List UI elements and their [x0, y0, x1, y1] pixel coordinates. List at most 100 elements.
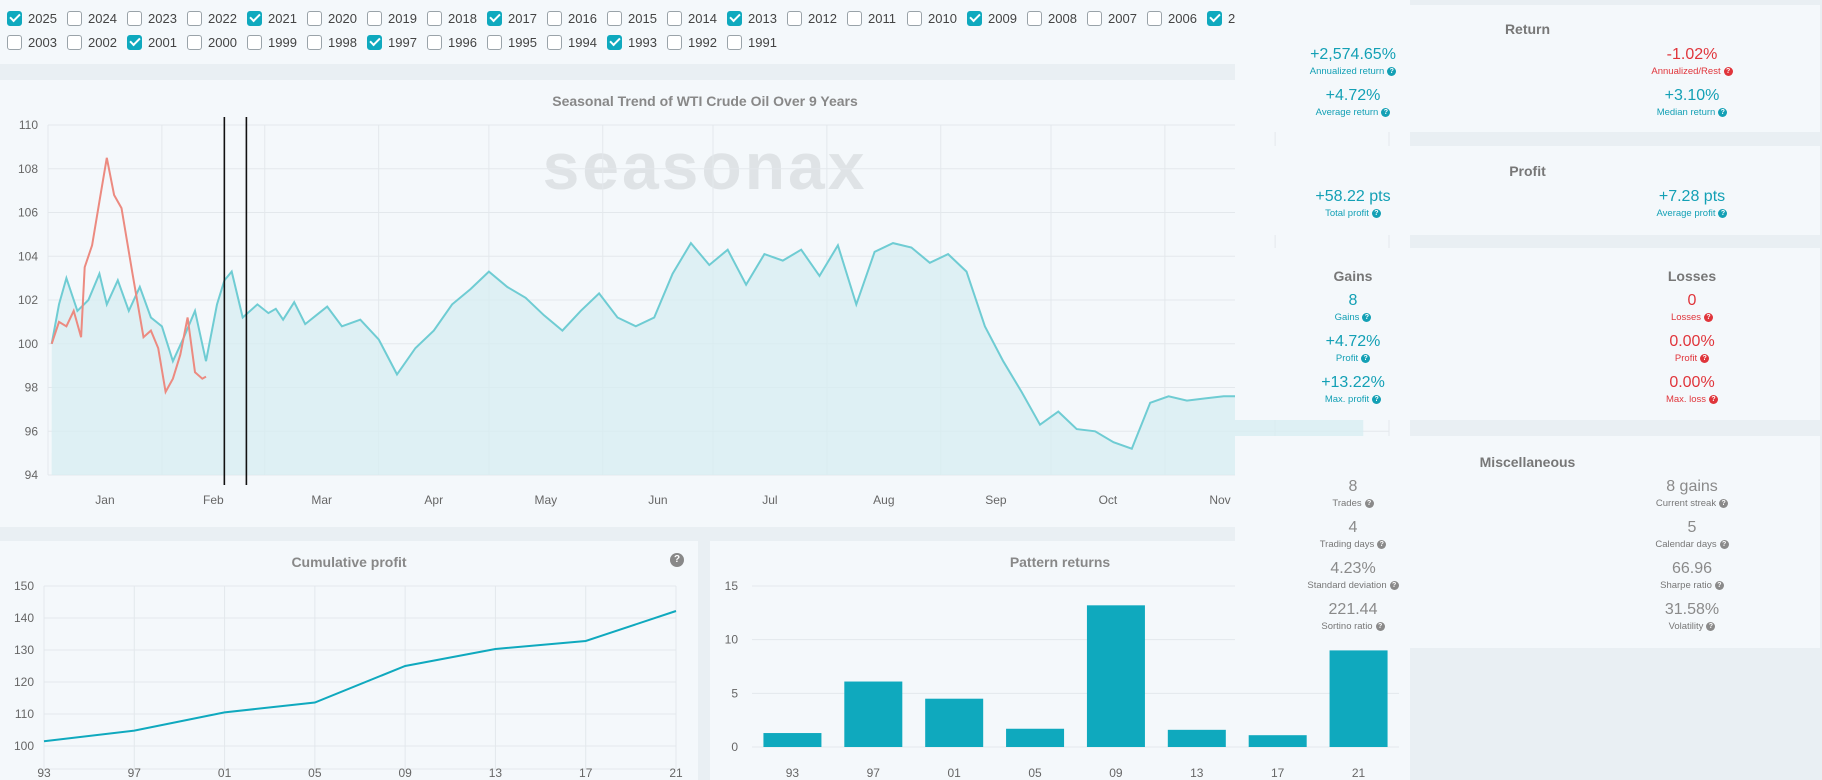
year-checkbox-2007[interactable]: 2007 — [1087, 9, 1137, 27]
year-checkbox-2009[interactable]: 2009 — [967, 9, 1017, 27]
year-checkbox-2017[interactable]: 2017 — [487, 9, 537, 27]
checkbox-unchecked-icon[interactable] — [787, 10, 802, 26]
help-icon[interactable]: ? — [1387, 66, 1397, 76]
checkbox-unchecked-icon[interactable] — [667, 10, 682, 26]
year-checkbox-2023[interactable]: 2023 — [127, 9, 177, 27]
checkbox-checked-icon[interactable] — [607, 34, 622, 50]
year-checkbox-1998[interactable]: 1998 — [307, 33, 357, 51]
checkbox-unchecked-icon[interactable] — [7, 34, 22, 50]
help-icon[interactable]: ? — [1371, 208, 1381, 218]
help-icon[interactable]: ? — [1375, 621, 1385, 631]
help-icon[interactable]: ? — [1706, 621, 1716, 631]
checkbox-unchecked-icon[interactable] — [187, 10, 202, 26]
year-checkbox-2002[interactable]: 2002 — [67, 33, 117, 51]
stat-total-profit: +58.22 pts Total profit? — [1263, 187, 1443, 220]
year-checkbox-1991[interactable]: 1991 — [727, 33, 777, 51]
checkbox-unchecked-icon[interactable] — [1027, 10, 1042, 26]
checkbox-unchecked-icon[interactable] — [367, 10, 382, 26]
help-icon[interactable]: ? — [1718, 107, 1728, 117]
y-tick-label: 0 — [731, 740, 738, 754]
checkbox-checked-icon[interactable] — [967, 10, 982, 26]
x-tick-label: Apr — [424, 493, 443, 507]
help-icon[interactable]: ? — [1723, 66, 1733, 76]
year-checkbox-2003[interactable]: 2003 — [7, 33, 57, 51]
x-tick-label: 01 — [218, 766, 232, 780]
help-icon[interactable]: ? — [1718, 208, 1728, 218]
checkbox-unchecked-icon[interactable] — [427, 10, 442, 26]
stat-label: Annualized return — [1309, 66, 1385, 77]
year-checkbox-2018[interactable]: 2018 — [427, 9, 477, 27]
year-checkbox-1996[interactable]: 1996 — [427, 33, 477, 51]
help-icon[interactable]: ? — [1381, 107, 1391, 117]
checkbox-unchecked-icon[interactable] — [307, 34, 322, 50]
checkbox-checked-icon[interactable] — [127, 34, 142, 50]
checkbox-checked-icon[interactable] — [487, 10, 502, 26]
help-icon[interactable]: ? — [1364, 498, 1374, 508]
checkbox-unchecked-icon[interactable] — [427, 34, 442, 50]
y-tick-label: 110 — [19, 118, 38, 132]
year-checkbox-2025[interactable]: 2025 — [7, 9, 57, 27]
year-checkbox-2021[interactable]: 2021 — [247, 9, 297, 27]
checkbox-checked-icon[interactable] — [7, 10, 22, 26]
year-checkbox-2022[interactable]: 2022 — [187, 9, 237, 27]
year-checkbox-2019[interactable]: 2019 — [367, 9, 417, 27]
year-checkbox-2014[interactable]: 2014 — [667, 9, 717, 27]
stat-annualized-rest: -1.02% Annualized/Rest? — [1602, 45, 1782, 78]
help-icon[interactable]: ? — [1361, 353, 1371, 363]
stat-volatility: 31.58% Volatility? — [1602, 600, 1782, 633]
year-checkbox-2016[interactable]: 2016 — [547, 9, 597, 27]
year-checkbox-1997[interactable]: 1997 — [367, 33, 417, 51]
checkbox-checked-icon[interactable] — [247, 10, 262, 26]
help-icon[interactable]: ? — [1709, 394, 1719, 404]
checkbox-unchecked-icon[interactable] — [667, 34, 682, 50]
checkbox-unchecked-icon[interactable] — [727, 34, 742, 50]
checkbox-unchecked-icon[interactable] — [547, 34, 562, 50]
help-icon[interactable]: ? — [1389, 580, 1399, 590]
x-tick-label: 21 — [669, 766, 683, 780]
checkbox-unchecked-icon[interactable] — [1087, 10, 1102, 26]
year-checkbox-2001[interactable]: 2001 — [127, 33, 177, 51]
checkbox-checked-icon[interactable] — [1207, 10, 1222, 26]
checkbox-unchecked-icon[interactable] — [907, 10, 922, 26]
help-icon[interactable]: ? — [1372, 394, 1382, 404]
checkbox-unchecked-icon[interactable] — [307, 10, 322, 26]
year-checkbox-2008[interactable]: 2008 — [1027, 9, 1077, 27]
year-checkbox-2006[interactable]: 2006 — [1147, 9, 1197, 27]
help-icon[interactable]: ? — [1714, 580, 1724, 590]
year-checkbox-2013[interactable]: 2013 — [727, 9, 777, 27]
checkbox-unchecked-icon[interactable] — [127, 10, 142, 26]
help-icon[interactable]: ? — [1700, 353, 1710, 363]
checkbox-unchecked-icon[interactable] — [487, 34, 502, 50]
year-checkbox-2015[interactable]: 2015 — [607, 9, 657, 27]
year-checkbox-2010[interactable]: 2010 — [907, 9, 957, 27]
year-checkbox-2000[interactable]: 2000 — [187, 33, 237, 51]
year-checkbox-1992[interactable]: 1992 — [667, 33, 717, 51]
checkbox-unchecked-icon[interactable] — [187, 34, 202, 50]
help-icon[interactable]: ? — [1377, 539, 1387, 549]
checkbox-checked-icon[interactable] — [367, 34, 382, 50]
year-checkbox-2020[interactable]: 2020 — [307, 9, 357, 27]
year-checkbox-2012[interactable]: 2012 — [787, 9, 837, 27]
year-label: 2013 — [748, 10, 777, 26]
checkbox-unchecked-icon[interactable] — [67, 34, 82, 50]
help-icon[interactable]: ? — [1362, 312, 1372, 322]
year-checkbox-1993[interactable]: 1993 — [607, 33, 657, 51]
checkbox-unchecked-icon[interactable] — [247, 34, 262, 50]
year-checkbox-1995[interactable]: 1995 — [487, 33, 537, 51]
year-checkbox-2011[interactable]: 2011 — [847, 9, 896, 27]
stat-gains: 8 Gains? — [1263, 291, 1443, 324]
help-icon[interactable]: ? — [1719, 498, 1729, 508]
year-checkbox-1999[interactable]: 1999 — [247, 33, 297, 51]
x-tick-label: Sep — [985, 493, 1007, 507]
year-checkbox-2024[interactable]: 2024 — [67, 9, 117, 27]
checkbox-unchecked-icon[interactable] — [847, 10, 862, 26]
checkbox-unchecked-icon[interactable] — [547, 10, 562, 26]
checkbox-unchecked-icon[interactable] — [67, 10, 82, 26]
year-checkbox-1994[interactable]: 1994 — [547, 33, 597, 51]
help-icon[interactable]: ? — [1719, 539, 1729, 549]
checkbox-unchecked-icon[interactable] — [607, 10, 622, 26]
help-icon[interactable]: ? — [1704, 312, 1714, 322]
help-icon[interactable]: ? — [670, 553, 684, 567]
checkbox-checked-icon[interactable] — [727, 10, 742, 26]
checkbox-unchecked-icon[interactable] — [1147, 10, 1162, 26]
